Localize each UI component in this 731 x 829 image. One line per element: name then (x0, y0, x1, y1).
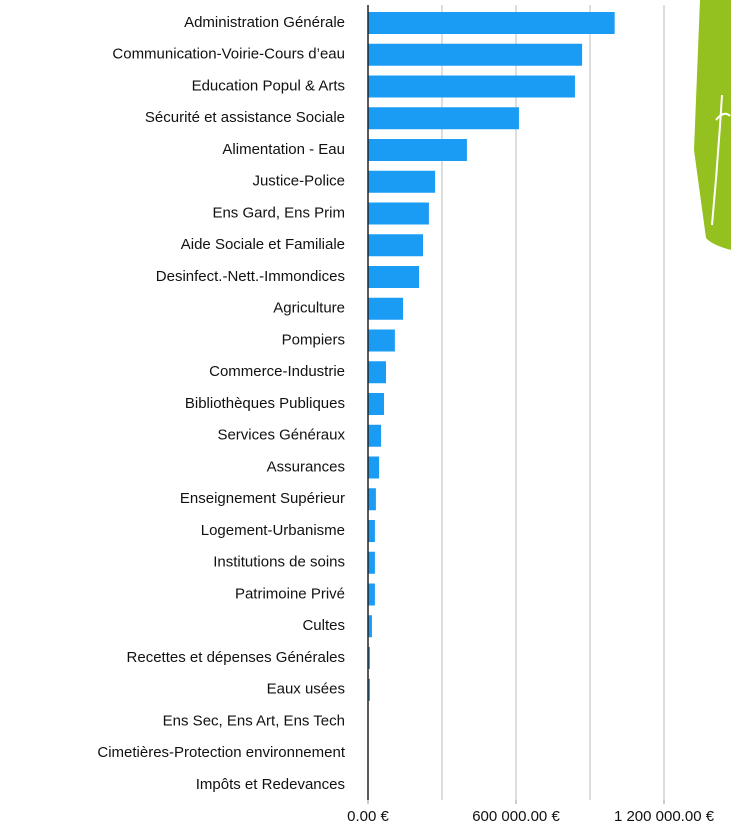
bar (368, 488, 376, 511)
y-tick-label: Administration Générale (184, 14, 345, 31)
y-tick-label: Commerce-Industrie (209, 363, 345, 380)
y-tick-label: Services Généraux (217, 427, 345, 444)
y-tick-label: Communication-Voirie-Cours d’eau (112, 46, 345, 63)
bar (368, 520, 375, 542)
bar (368, 456, 380, 479)
decoration-script (711, 94, 731, 226)
y-tick-label: Eaux usées (267, 681, 345, 698)
bar (368, 12, 615, 34)
x-tick-label: 1 200 000.00 € (614, 808, 715, 825)
bar (368, 678, 370, 701)
y-tick-label: Alimentation - Eau (222, 141, 345, 158)
y-tick-label: Cultes (302, 617, 345, 634)
y-tick-label: Institutions de soins (213, 554, 345, 571)
bar (368, 202, 429, 225)
bar (368, 583, 375, 606)
bar (368, 615, 372, 638)
y-tick-label: Agriculture (273, 300, 345, 317)
y-tick-label: Sécurité et assistance Sociale (145, 109, 345, 126)
bar (368, 75, 575, 98)
y-tick-label: Patrimoine Privé (235, 585, 345, 602)
bar (368, 647, 370, 669)
y-tick-label: Logement-Urbanisme (201, 522, 345, 539)
y-tick-label: Recettes et dépenses Générales (127, 649, 345, 666)
y-tick-label: Ens Sec, Ens Art, Ens Tech (163, 712, 345, 729)
y-tick-label: Pompiers (282, 331, 345, 348)
bar (368, 361, 387, 384)
decoration (694, 0, 731, 250)
bar (368, 266, 420, 288)
bar (368, 551, 375, 574)
bar (368, 107, 519, 130)
bar (368, 139, 467, 161)
bar (368, 424, 382, 447)
bar (368, 43, 583, 66)
bar (368, 297, 404, 320)
x-tick-label: 0.00 € (347, 808, 389, 825)
y-tick-label: Assurances (267, 458, 345, 475)
x-tick-label: 600 000.00 € (472, 808, 560, 825)
y-tick-label: Ens Gard, Ens Prim (212, 204, 345, 221)
y-tick-label: Bibliothèques Publiques (185, 395, 345, 412)
bar (368, 170, 436, 193)
y-tick-label: Cimetières-Protection environnement (97, 744, 345, 761)
y-tick-label: Impôts et Redevances (196, 776, 345, 793)
y-tick-label: Education Popul & Arts (192, 77, 345, 94)
bar (368, 234, 424, 257)
y-tick-label: Desinfect.-Nett.-Immondices (156, 268, 345, 285)
y-tick-label: Aide Sociale et Familiale (181, 236, 345, 253)
y-tick-label: Justice-Police (252, 173, 345, 190)
bar (368, 329, 395, 352)
bar (368, 393, 385, 415)
y-tick-label: Enseignement Supérieur (180, 490, 345, 507)
